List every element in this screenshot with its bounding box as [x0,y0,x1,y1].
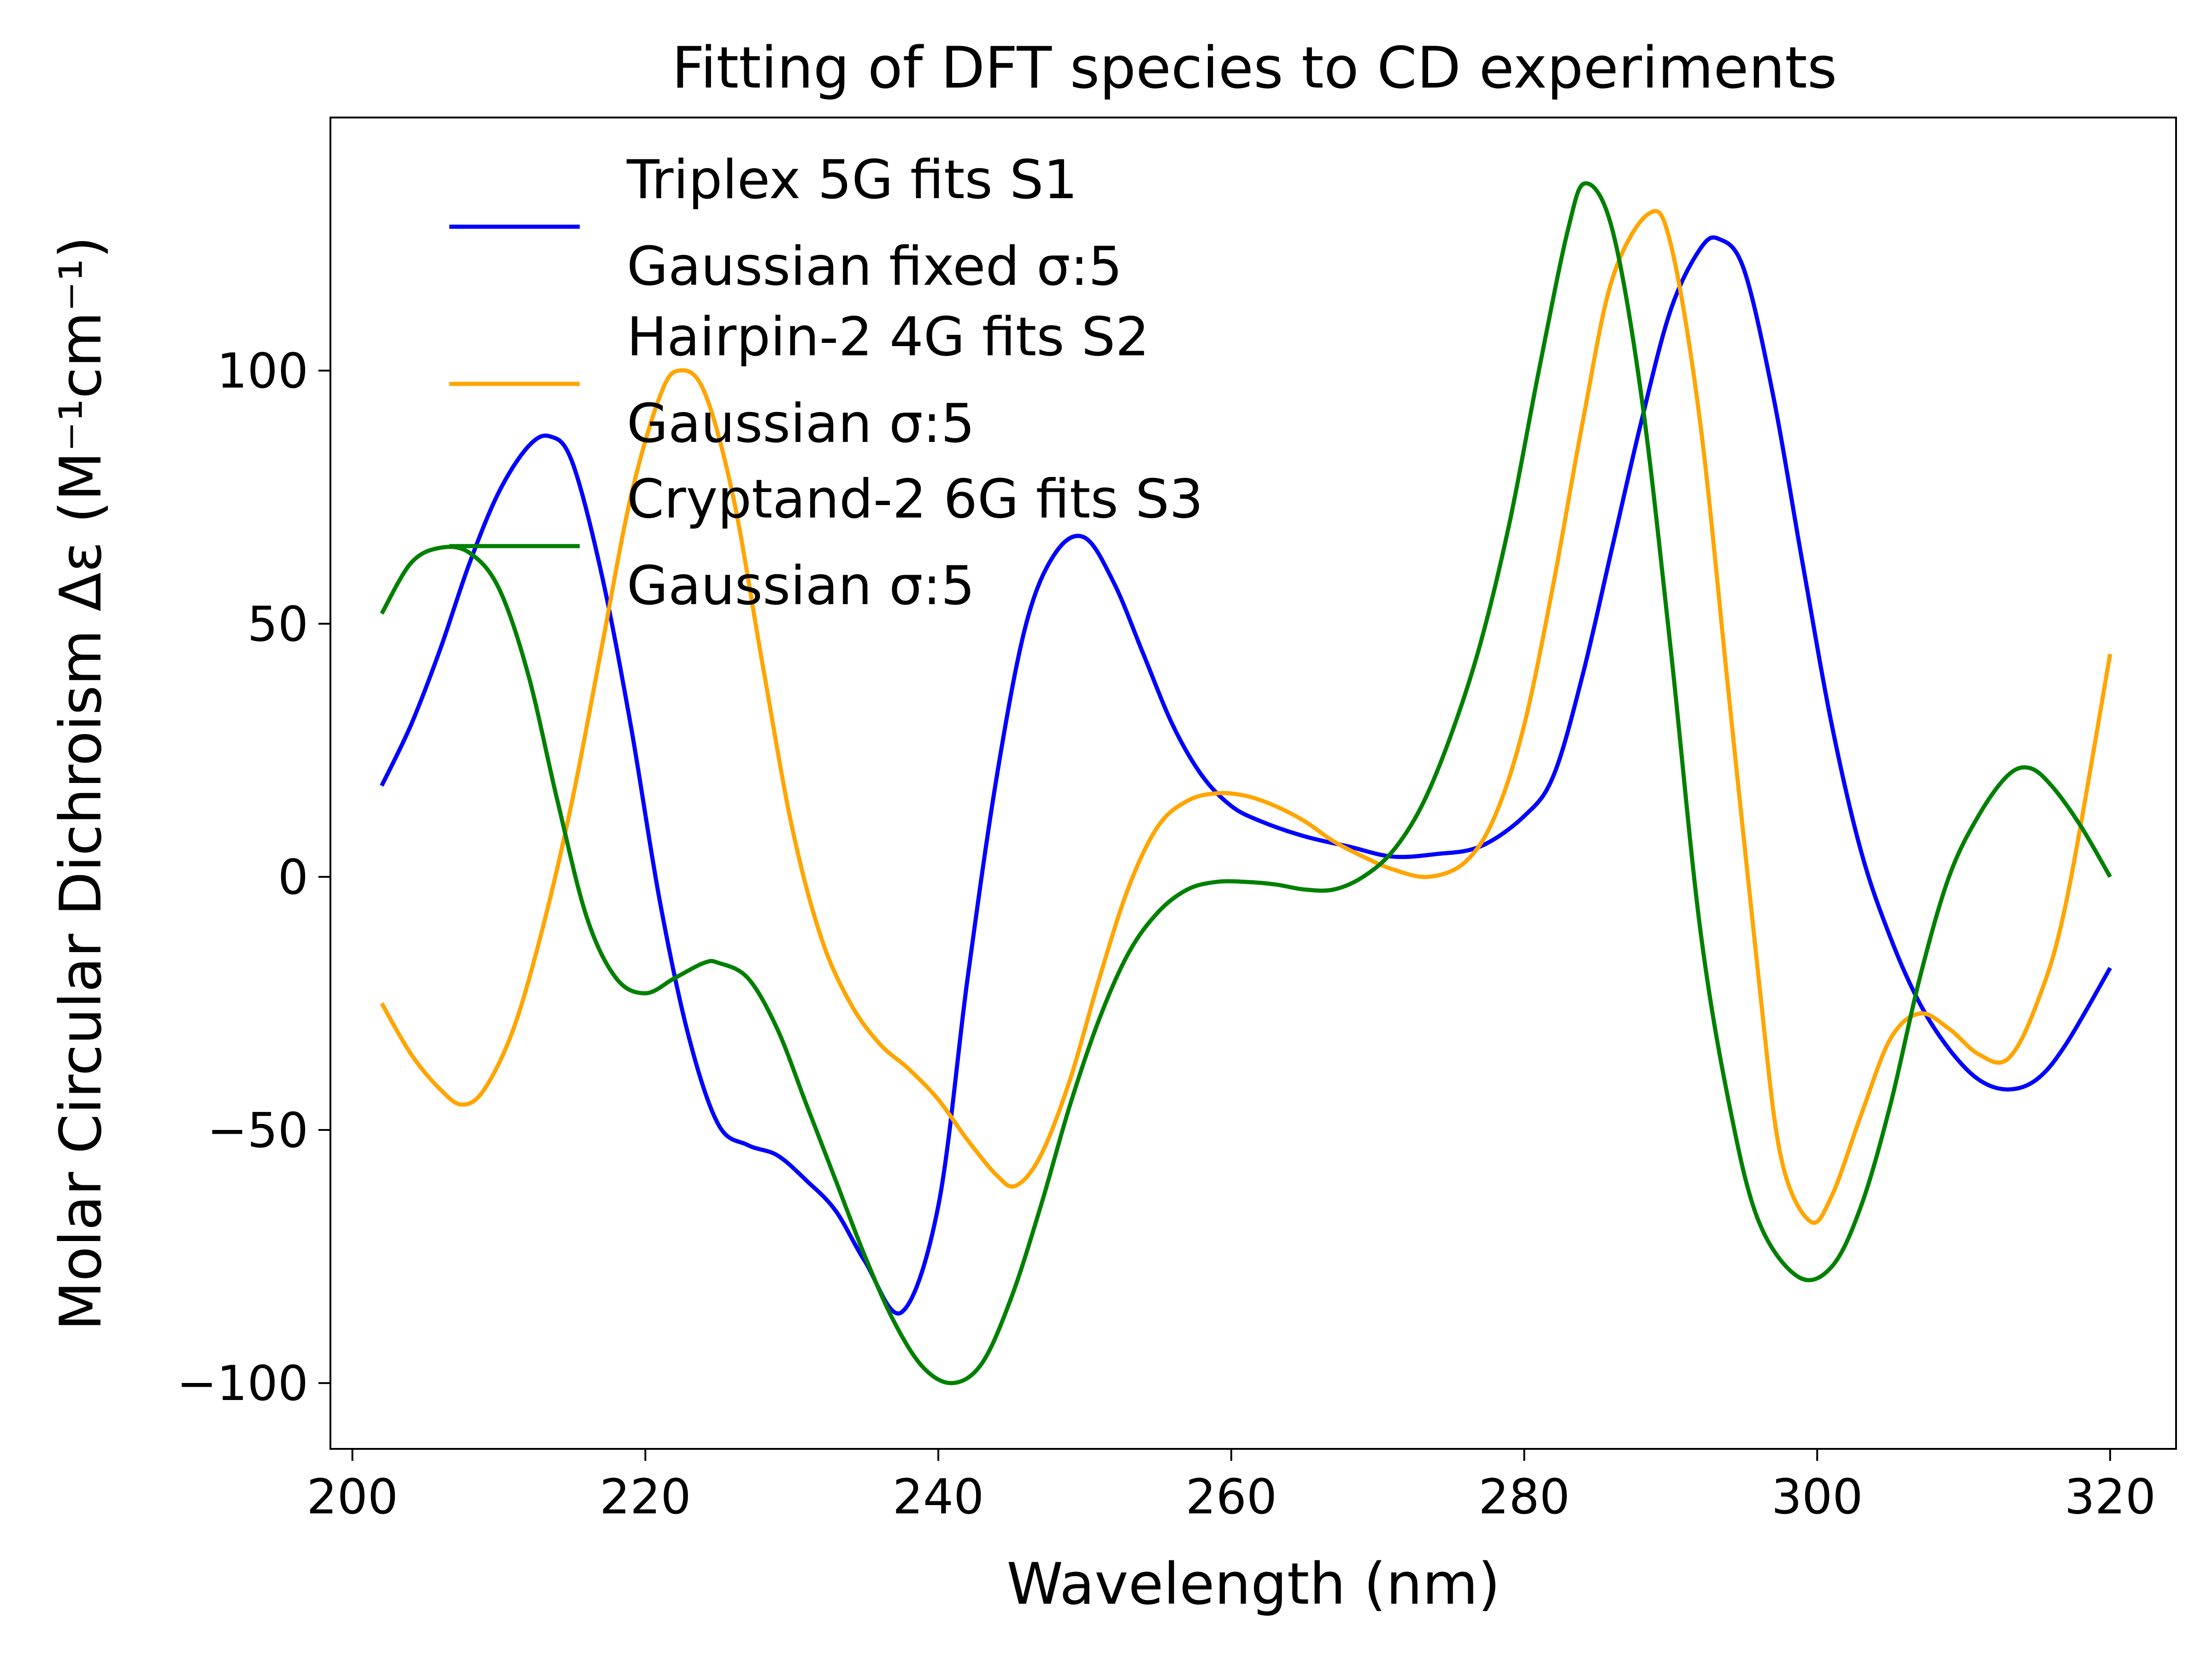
legend-label: Cryptand-2 6G fits S3 [627,468,1203,530]
y-axis: −100 −50 0 50 100 [176,343,330,1412]
y-tick-label: 50 [247,596,308,652]
y-tick-label: 100 [217,343,308,399]
y-tick-label: −100 [176,1355,308,1412]
legend-label: Gaussian σ:5 [627,393,975,455]
series-line-1 [380,235,2112,1316]
plot-frame [329,117,2177,1450]
legend-label: Gaussian fixed σ:5 [627,235,1123,298]
series-line-2 [380,209,2112,1225]
legend-item-2: Hairpin-2 4G fits S2 Gaussian σ:5 [449,306,1149,455]
y-axis-label: Molar Circular Dichroism Δε (M⁻¹cm⁻¹) [48,236,114,1331]
x-tick-label: 320 [2065,1469,2156,1525]
x-tick-label: 220 [600,1469,691,1525]
series-layer [380,181,2112,1385]
y-tick-label: −50 [207,1102,308,1159]
series-line-3 [380,181,2112,1385]
y-tick-label: 0 [278,849,308,906]
x-tick-label: 240 [893,1469,984,1525]
x-tick-label: 300 [1771,1469,1863,1525]
x-axis-label: Wavelength (nm) [1006,1551,1500,1618]
x-tick-label: 260 [1186,1469,1277,1525]
legend-label: Gaussian σ:5 [627,555,975,617]
legend-label: Hairpin-2 4G fits S2 [627,306,1149,368]
x-axis: 200 220 240 260 280 300 320 [306,1449,2156,1525]
x-tick-label: 200 [306,1469,398,1525]
x-tick-label: 280 [1478,1469,1570,1525]
chart-title: Fitting of DFT species to CD experiments [672,35,1837,101]
legend-item-1: Triplex 5G fits S1 Gaussian fixed σ:5 [449,149,1123,298]
legend-label: Triplex 5G fits S1 [626,149,1077,211]
legend-item-3: Cryptand-2 6G fits S3 Gaussian σ:5 [449,468,1203,617]
legend: Triplex 5G fits S1 Gaussian fixed σ:5 Hair… [449,149,1203,617]
